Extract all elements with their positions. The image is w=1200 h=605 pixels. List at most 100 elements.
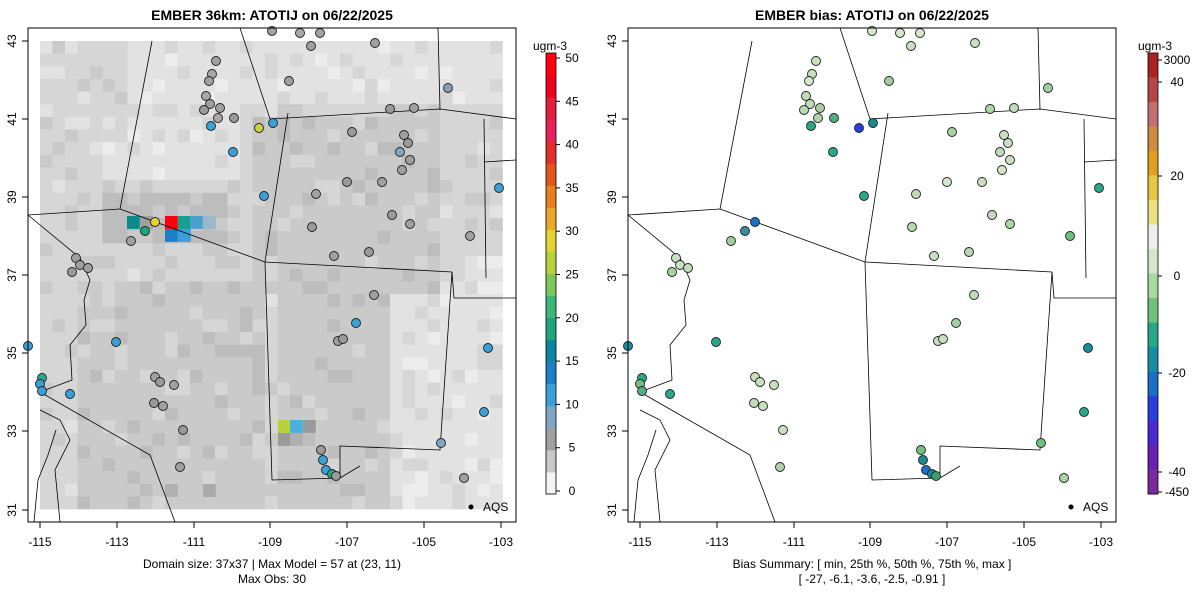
- model-grid-cell: [302, 433, 316, 447]
- model-grid-cell: [440, 496, 453, 510]
- model-grid-cell: [165, 104, 178, 118]
- aqs-site-marker: [397, 165, 407, 175]
- model-grid-cell: [77, 357, 91, 371]
- model-grid-cell: [190, 483, 203, 497]
- model-grid-cell: [190, 420, 203, 434]
- aqs-site-marker: [387, 210, 397, 220]
- model-grid-cell: [40, 433, 53, 447]
- model-grid-cell: [102, 445, 116, 459]
- model-grid-cell: [415, 66, 428, 80]
- model-grid-cell: [52, 319, 66, 333]
- model-grid-cell: [65, 78, 78, 92]
- model-grid-cell: [327, 205, 341, 219]
- model-grid-cell: [427, 129, 441, 143]
- model-grid-cell: [377, 458, 391, 472]
- model-grid-cell: [377, 41, 391, 54]
- model-grid-cell: [152, 420, 166, 434]
- model-grid-cell: [265, 331, 278, 345]
- model-grid-cell: [52, 344, 66, 358]
- model-grid-cell: [140, 129, 153, 143]
- model-grid-cell: [327, 382, 341, 396]
- model-grid-cell: [265, 167, 278, 181]
- model-grid-cell: [415, 471, 428, 485]
- model-grid-cell: [252, 319, 266, 333]
- lat-tick-label: 37: [5, 268, 19, 282]
- model-grid-cell: [477, 471, 491, 485]
- model-grid-cell: [452, 331, 466, 345]
- model-grid-cell: [465, 395, 478, 409]
- model-grid-cell: [240, 483, 253, 497]
- model-grid-cell: [290, 382, 303, 396]
- colorbar-swatch: [1148, 347, 1158, 372]
- model-grid-cell: [40, 268, 53, 282]
- model-grid-cell: [177, 471, 191, 485]
- model-grid-cell: [465, 243, 478, 257]
- model-grid-cell: [115, 53, 128, 67]
- lat-tick-label: 41: [605, 112, 619, 126]
- model-grid-cell: [290, 458, 303, 472]
- model-grid-cell: [427, 306, 441, 320]
- model-grid-cell: [252, 41, 266, 54]
- model-grid-cell: [65, 496, 78, 510]
- model-grid-cell: [227, 154, 241, 168]
- model-grid-cell: [77, 433, 91, 447]
- model-grid-cell: [427, 218, 441, 232]
- model-grid-cell: [427, 458, 441, 472]
- model-grid-cell: [490, 471, 503, 485]
- model-grid-cell: [127, 445, 141, 459]
- model-grid-cell: [290, 256, 303, 269]
- model-grid-cell: [452, 116, 466, 130]
- model-grid-cell: [240, 306, 253, 320]
- model-grid-cell: [127, 78, 141, 92]
- model-grid-cell: [77, 483, 91, 497]
- colorbar-tick-label: 3000: [1164, 53, 1191, 67]
- model-grid-cell: [227, 496, 241, 510]
- model-grid-cell: [477, 142, 491, 156]
- aqs-site-marker: [1094, 183, 1104, 193]
- model-grid-cell: [390, 395, 403, 409]
- model-grid-cell: [215, 433, 228, 447]
- model-grid-cell: [140, 78, 153, 92]
- model-grid-cell: [215, 154, 228, 168]
- model-grid-cell: [340, 483, 353, 497]
- model-grid-cell: [465, 91, 478, 105]
- model-grid-cell: [90, 66, 103, 80]
- model-grid-cell: [365, 116, 378, 130]
- model-grid-cell: [490, 256, 503, 269]
- max-obs-summary: Max Obs: 30: [238, 572, 306, 586]
- model-grid-cell: [240, 445, 253, 459]
- model-grid-cell: [227, 483, 241, 497]
- model-grid-cell: [315, 357, 328, 371]
- aqs-site-marker: [815, 103, 825, 113]
- model-grid-cell: [52, 205, 66, 219]
- model-grid-cell: [90, 471, 103, 485]
- model-grid-cell: [202, 281, 216, 295]
- model-grid-cell: [490, 281, 503, 295]
- model-grid-cell: [127, 104, 141, 118]
- model-grid-cell: [115, 369, 128, 383]
- model-grid-cell: [115, 192, 128, 206]
- model-grid-cell: [115, 154, 128, 168]
- model-grid-cell: [402, 281, 416, 295]
- model-grid-cell: [90, 331, 103, 345]
- model-grid-cell: [252, 382, 266, 396]
- model-grid-cell: [140, 294, 153, 307]
- model-grid-cell: [277, 142, 291, 156]
- model-grid-cell: [290, 205, 303, 219]
- boundary-line: [864, 261, 1053, 273]
- model-grid-cell: [352, 369, 366, 383]
- colorbar-swatch: [1148, 249, 1158, 274]
- model-grid-cell: [377, 230, 391, 244]
- model-grid-cell: [52, 41, 66, 54]
- model-grid-cell: [365, 471, 378, 485]
- model-grid-cell: [440, 319, 453, 333]
- model-grid-cell: [265, 205, 278, 219]
- aqs-site-marker: [83, 263, 93, 273]
- model-grid-cell: [52, 104, 66, 118]
- model-grid-cell: [115, 104, 128, 118]
- model-grid-cell: [352, 142, 366, 156]
- model-grid-cell: [77, 395, 91, 409]
- model-grid-cell: [90, 230, 103, 244]
- model-grid-cell: [227, 91, 241, 105]
- model-grid-cell: [377, 382, 391, 396]
